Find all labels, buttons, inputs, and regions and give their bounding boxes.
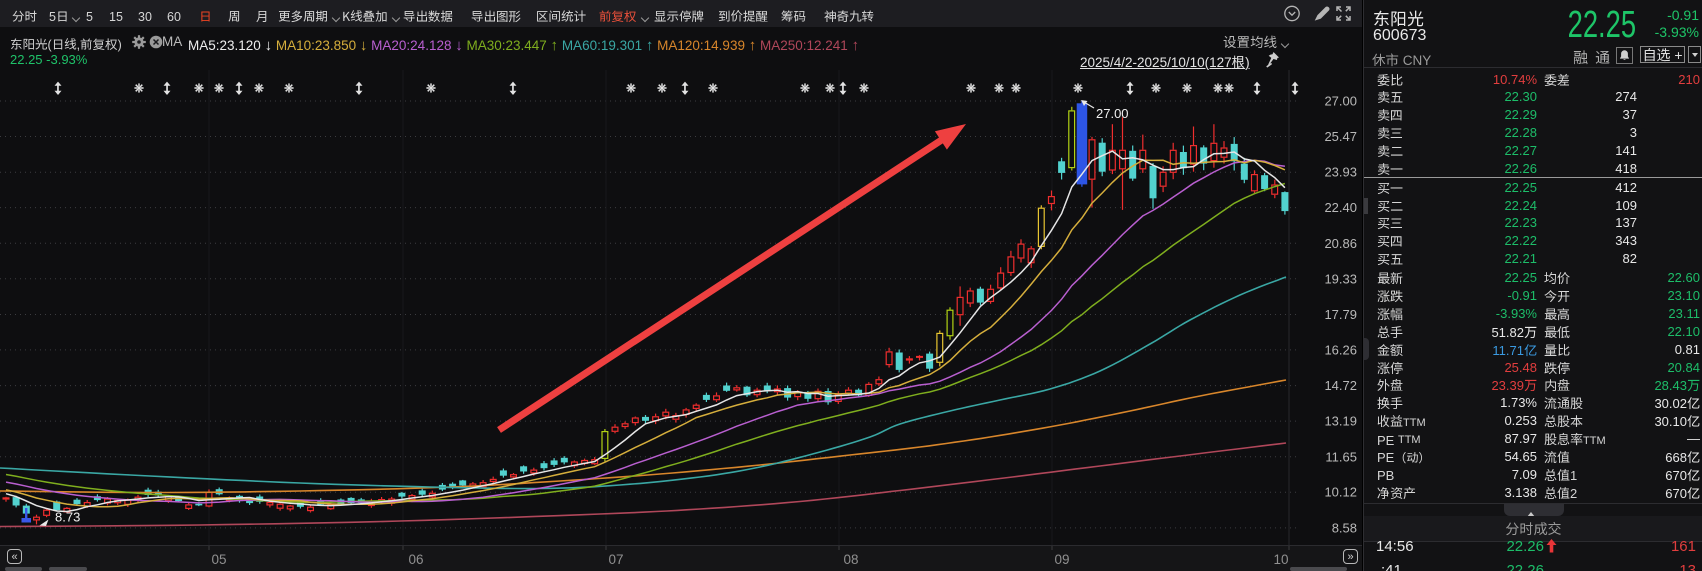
svg-text:20.86: 20.86	[1324, 236, 1357, 251]
svg-text:23.93: 23.93	[1324, 165, 1357, 180]
svg-text:10.12: 10.12	[1324, 485, 1357, 500]
svg-text:14.72: 14.72	[1324, 378, 1357, 393]
svg-text:06: 06	[408, 552, 423, 567]
svg-text:07: 07	[608, 552, 623, 567]
svg-text:16.26: 16.26	[1324, 342, 1357, 357]
svg-text:11.65: 11.65	[1325, 449, 1357, 464]
svg-text:8.58: 8.58	[1332, 520, 1357, 535]
svg-text:09: 09	[1054, 552, 1069, 567]
svg-text:27.00: 27.00	[1324, 94, 1357, 109]
svg-text:17.79: 17.79	[1324, 307, 1357, 322]
svg-text:27.00: 27.00	[1096, 106, 1129, 121]
svg-text:8.73: 8.73	[55, 510, 80, 525]
svg-text:22.40: 22.40	[1324, 200, 1357, 215]
svg-text:19.33: 19.33	[1324, 271, 1357, 286]
svg-text:25.47: 25.47	[1324, 129, 1357, 144]
svg-text:08: 08	[843, 552, 858, 567]
svg-text:13.19: 13.19	[1324, 414, 1357, 429]
svg-text:10: 10	[1273, 552, 1288, 567]
svg-text:05: 05	[211, 552, 226, 567]
